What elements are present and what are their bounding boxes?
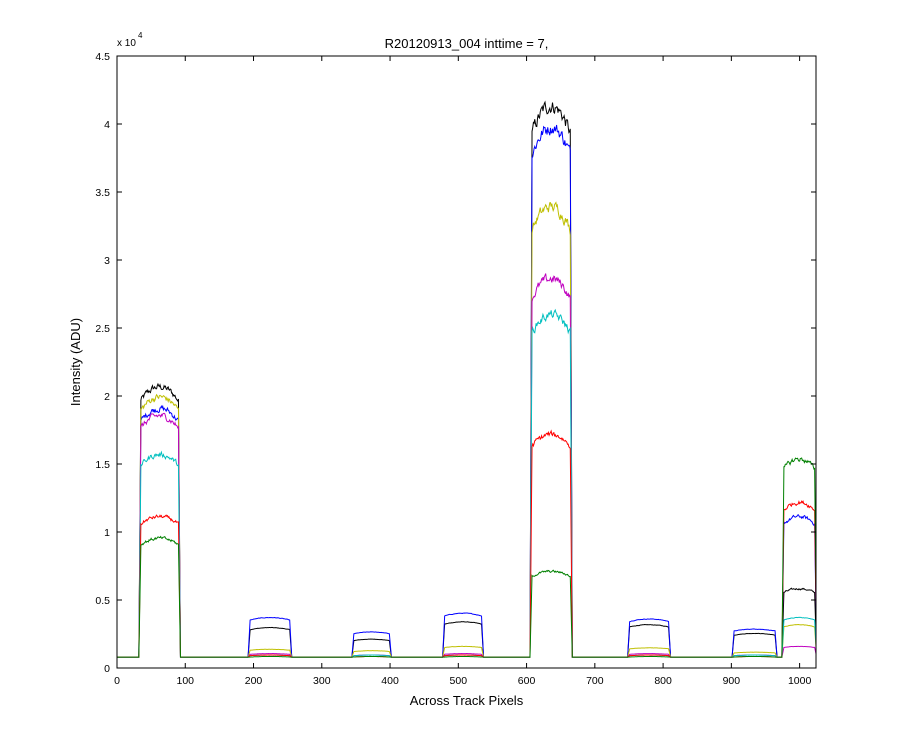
y-tick-label: 2.5 (95, 323, 110, 335)
y-tick-label: 4.5 (95, 51, 110, 63)
x-tick-label: 0 (114, 675, 120, 687)
x-tick-label: 300 (313, 675, 331, 687)
y-tick-label: 2 (104, 391, 110, 403)
x-axis-label: Across Track Pixels (410, 693, 524, 708)
x-tick-label: 600 (518, 675, 536, 687)
x-tick-label: 900 (723, 675, 741, 687)
x-tick-label: 800 (654, 675, 672, 687)
x-tick-label: 700 (586, 675, 604, 687)
x-tick-label: 400 (381, 675, 399, 687)
y-exponent-base: x 10 (117, 38, 136, 49)
ticks-layer: 0 100 200 300 400 500 600 700 800 900 1000 0 0.5 1 1.5… (95, 51, 816, 687)
y-exponent-power: 4 (138, 31, 143, 40)
plot-area (117, 56, 816, 668)
y-tick-label: 1.5 (95, 459, 110, 471)
series-line-7 (117, 457, 816, 658)
y-axis-label: Intensity (ADU) (68, 318, 83, 406)
y-tick-label: 0.5 (95, 595, 110, 607)
y-tick-label: 3.5 (95, 187, 110, 199)
plot-frame (116, 55, 817, 669)
x-tick-label: 1000 (788, 675, 812, 687)
x-tick-label: 100 (176, 675, 194, 687)
x-tick-label: 200 (245, 675, 263, 687)
y-tick-label: 4 (104, 119, 110, 131)
y-tick-label: 0 (104, 663, 110, 675)
x-tick-label: 500 (450, 675, 468, 687)
y-tick-label: 3 (104, 255, 110, 267)
series-layer (117, 100, 816, 658)
y-tick-label: 1 (104, 527, 110, 539)
chart-title: R20120913_004 inttime = 7, (385, 36, 549, 51)
